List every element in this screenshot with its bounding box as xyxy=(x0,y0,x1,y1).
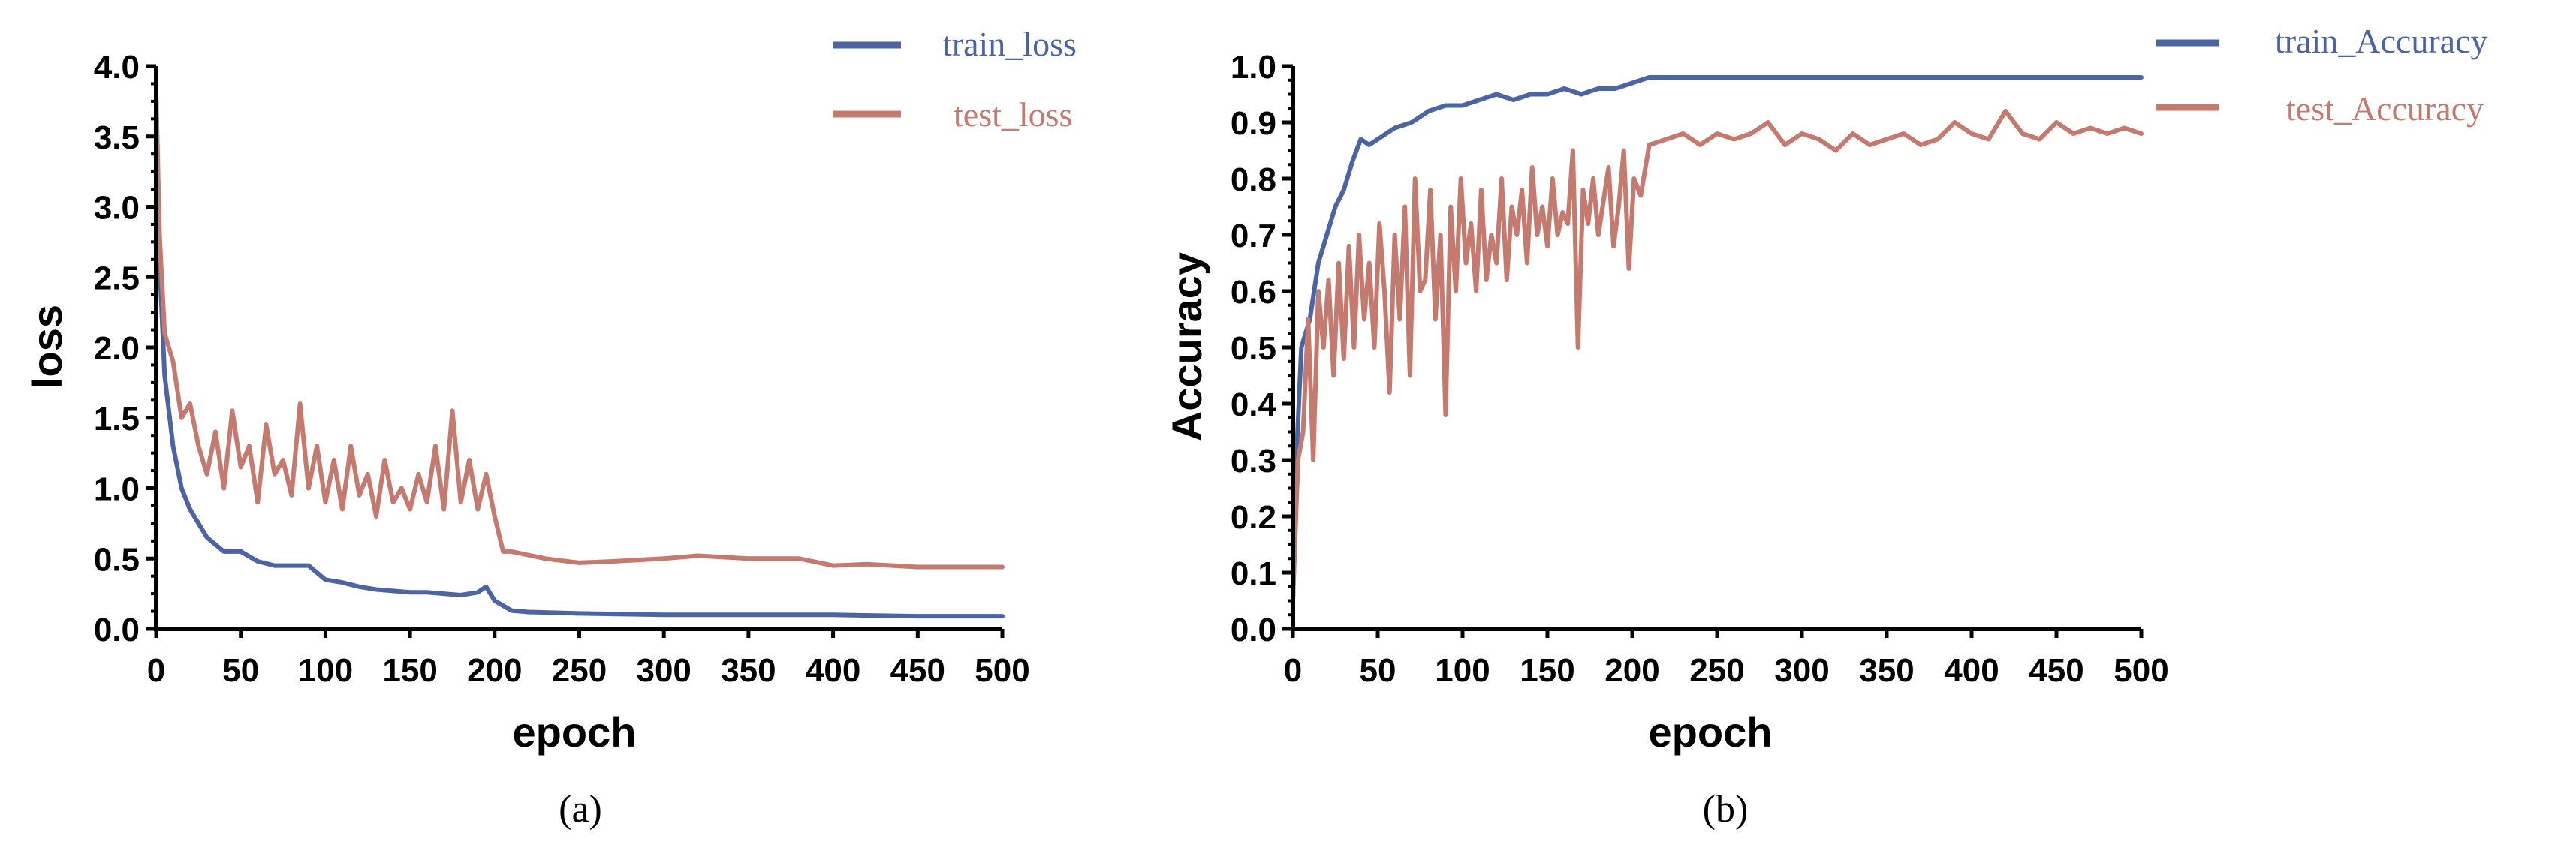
y-tick-label: 0.3 xyxy=(1231,443,1276,480)
x-tick-label: 150 xyxy=(1520,652,1574,689)
series-line-train-accuracy xyxy=(1291,75,2144,603)
series-lines xyxy=(1291,75,2144,603)
axes xyxy=(1282,64,2144,638)
legend-label-train-loss: train_loss xyxy=(942,25,1077,63)
y-tick-label: 0.9 xyxy=(1231,105,1276,142)
y-tick-label: 0.0 xyxy=(1231,612,1276,648)
legend-label-test-accuracy: test_Accuracy xyxy=(2286,89,2484,128)
y-tick-label: 1.0 xyxy=(94,471,140,508)
x-tick-label: 350 xyxy=(721,652,776,689)
x-tick-label: 500 xyxy=(2114,652,2168,689)
x-tick-label: 350 xyxy=(1859,652,1914,689)
y-tick-label: 0.1 xyxy=(1231,555,1276,592)
tick-labels: 0.0 0.1 0.2 0.3 0.4 0.5 0.6 0.7 0.8 0.9 1.0 0 50 100 1… xyxy=(1231,49,2169,689)
y-tick-label: 0.0 xyxy=(94,612,140,648)
legend: train_loss test_loss xyxy=(833,25,1077,134)
chart-panel-a: 0.0 0.5 1.0 1.5 2.0 2.5 3.0 3.5 4.0 0 50 100 150 200 2… xyxy=(23,25,1077,831)
y-tick-label: 3.0 xyxy=(94,190,140,227)
x-tick-label: 200 xyxy=(467,652,522,689)
x-tick-label: 300 xyxy=(636,652,691,689)
chart-panel-b: 0.0 0.1 0.2 0.3 0.4 0.5 0.6 0.7 0.8 0.9 1.0 0 50 100 1… xyxy=(1163,22,2488,831)
y-tick-label: 1.5 xyxy=(94,401,140,438)
axes xyxy=(146,64,1005,638)
x-tick-label: 0 xyxy=(1284,652,1302,689)
y-tick-label: 1.0 xyxy=(1231,49,1276,86)
y-tick-label: 3.5 xyxy=(94,119,140,156)
y-tick-label: 2.5 xyxy=(94,260,140,296)
legend-label-train-accuracy: train_Accuracy xyxy=(2275,22,2488,60)
x-tick-label: 400 xyxy=(806,652,860,689)
x-tick-label: 450 xyxy=(2029,652,2083,689)
x-tick-label: 500 xyxy=(975,652,1029,689)
x-tick-label: 250 xyxy=(1689,652,1744,689)
x-tick-label: 400 xyxy=(1944,652,1999,689)
y-tick-label: 0.5 xyxy=(94,541,140,578)
caption-a: (a) xyxy=(559,788,602,831)
x-axis-title: epoch xyxy=(513,708,637,756)
y-axis-title: Accuracy xyxy=(1163,252,1210,441)
y-tick-label: 4.0 xyxy=(94,49,140,86)
tick-labels: 0.0 0.5 1.0 1.5 2.0 2.5 3.0 3.5 4.0 0 50 100 150 200 2… xyxy=(94,49,1030,689)
y-tick-label: 0.2 xyxy=(1231,499,1276,536)
x-tick-label: 0 xyxy=(147,652,165,689)
series-line-test-loss xyxy=(154,92,1005,570)
x-tick-label: 150 xyxy=(382,652,437,689)
legend: train_Accuracy test_Accuracy xyxy=(2156,22,2488,128)
series-line-test-accuracy xyxy=(1291,109,2144,603)
series-lines xyxy=(154,92,1005,619)
y-tick-label: 0.4 xyxy=(1231,386,1277,423)
x-axis-title: epoch xyxy=(1649,708,1773,756)
y-tick-label: 0.7 xyxy=(1231,218,1276,254)
y-tick-label: 0.5 xyxy=(1231,330,1276,367)
x-tick-label: 450 xyxy=(890,652,945,689)
legend-label-test-loss: test_loss xyxy=(954,95,1072,134)
x-tick-label: 100 xyxy=(298,652,353,689)
caption-b: (b) xyxy=(1703,788,1749,831)
x-tick-label: 50 xyxy=(222,652,259,689)
series-line-train-loss xyxy=(154,92,1005,619)
y-tick-label: 2.0 xyxy=(94,330,140,367)
y-tick-label: 0.6 xyxy=(1231,274,1276,311)
y-axis-title: loss xyxy=(23,305,71,389)
x-tick-label: 200 xyxy=(1604,652,1659,689)
y-tick-label: 0.8 xyxy=(1231,161,1276,198)
x-tick-label: 50 xyxy=(1360,652,1396,689)
x-tick-label: 250 xyxy=(552,652,607,689)
x-tick-label: 300 xyxy=(1774,652,1829,689)
x-tick-label: 100 xyxy=(1435,652,1490,689)
